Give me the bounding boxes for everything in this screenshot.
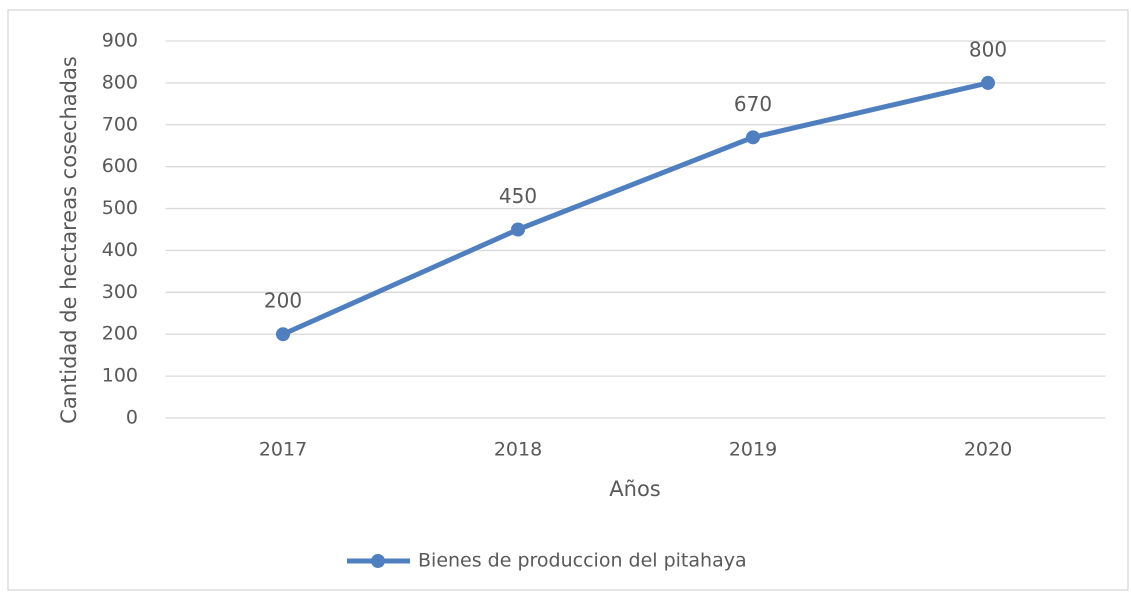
- x-tick-label: 2019: [729, 439, 777, 461]
- y-tick-label: 100: [102, 365, 138, 387]
- legend-label: Bienes de produccion del pitahaya: [418, 550, 747, 572]
- x-tick-label: 2020: [964, 439, 1012, 461]
- data-point: [511, 222, 525, 237]
- data-label: 800: [969, 37, 1007, 61]
- y-tick-label: 900: [102, 30, 138, 52]
- chart-frame: [7, 9, 1129, 591]
- y-tick-label: 300: [102, 281, 138, 303]
- y-tick-label: 800: [102, 71, 138, 93]
- x-tick-label: 2017: [259, 439, 307, 461]
- data-point: [746, 130, 760, 145]
- y-tick-label: 400: [102, 239, 138, 261]
- data-label: 450: [499, 184, 537, 208]
- y-tick-label: 700: [102, 113, 138, 135]
- x-axis-label: Años: [609, 477, 660, 501]
- data-point: [276, 327, 290, 342]
- data-point: [981, 75, 995, 90]
- x-tick-label: 2018: [494, 439, 542, 461]
- y-tick-label: 500: [102, 197, 138, 219]
- y-tick-label: 0: [126, 407, 138, 429]
- legend-marker: [371, 554, 385, 568]
- data-label: 670: [734, 92, 772, 116]
- data-label: 200: [264, 289, 302, 313]
- y-tick-label: 200: [102, 323, 138, 345]
- y-tick-label: 600: [102, 155, 138, 177]
- series-line: [281, 80, 989, 337]
- y-axis-label: Cantidad de hectareas cosechadas: [57, 56, 81, 424]
